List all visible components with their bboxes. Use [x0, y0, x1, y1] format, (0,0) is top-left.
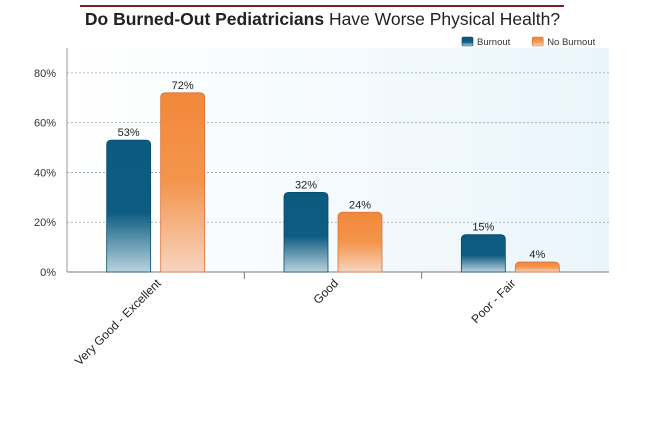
- bar-no-burnout: [160, 92, 206, 273]
- chart-title-bold: Do Burned-Out Pediatricians: [84, 9, 325, 29]
- bar-value-label: 15%: [472, 222, 494, 234]
- y-axis-ticks: 0% 20% 40% 60% 80%: [34, 68, 56, 279]
- bar-value-label: 32%: [295, 179, 317, 191]
- bar-no-burnout: [337, 211, 383, 273]
- bar-value-label: 24%: [349, 199, 371, 211]
- y-tick-label: 40%: [34, 167, 56, 179]
- bar-burnout: [460, 234, 506, 273]
- x-tick-label: Good: [310, 276, 341, 307]
- bar-burnout: [106, 139, 152, 273]
- title-rule: [80, 5, 564, 7]
- category-labels: Very Good - Excellent Good Poor - Fair: [72, 276, 519, 368]
- legend-swatch: [461, 36, 474, 47]
- chart-title: Do Burned-Out Pediatricians Have Worse P…: [0, 9, 645, 30]
- bar-value-label: 53%: [118, 127, 140, 139]
- y-tick-label: 20%: [34, 217, 56, 229]
- x-tick-label: Very Good - Excellent: [72, 276, 164, 368]
- legend: Burnout No Burnout: [461, 36, 596, 48]
- bar-value-label: 72%: [172, 80, 194, 92]
- y-tick-label: 60%: [34, 118, 56, 130]
- bar-value-label: 4%: [529, 249, 545, 261]
- y-tick-label: 80%: [34, 68, 56, 80]
- bar-burnout: [283, 191, 329, 273]
- legend-label: Burnout: [477, 37, 511, 48]
- x-tick-label: Poor - Fair: [468, 276, 518, 326]
- bars: 53% 72% 32% 24% 15% 4%: [106, 80, 560, 273]
- legend-swatch: [531, 36, 544, 47]
- y-tick-label: 0%: [40, 267, 56, 279]
- legend-label: No Burnout: [547, 37, 595, 48]
- chart-title-rest: Have Worse Physical Health?: [324, 9, 561, 29]
- bar-no-burnout: [514, 261, 560, 273]
